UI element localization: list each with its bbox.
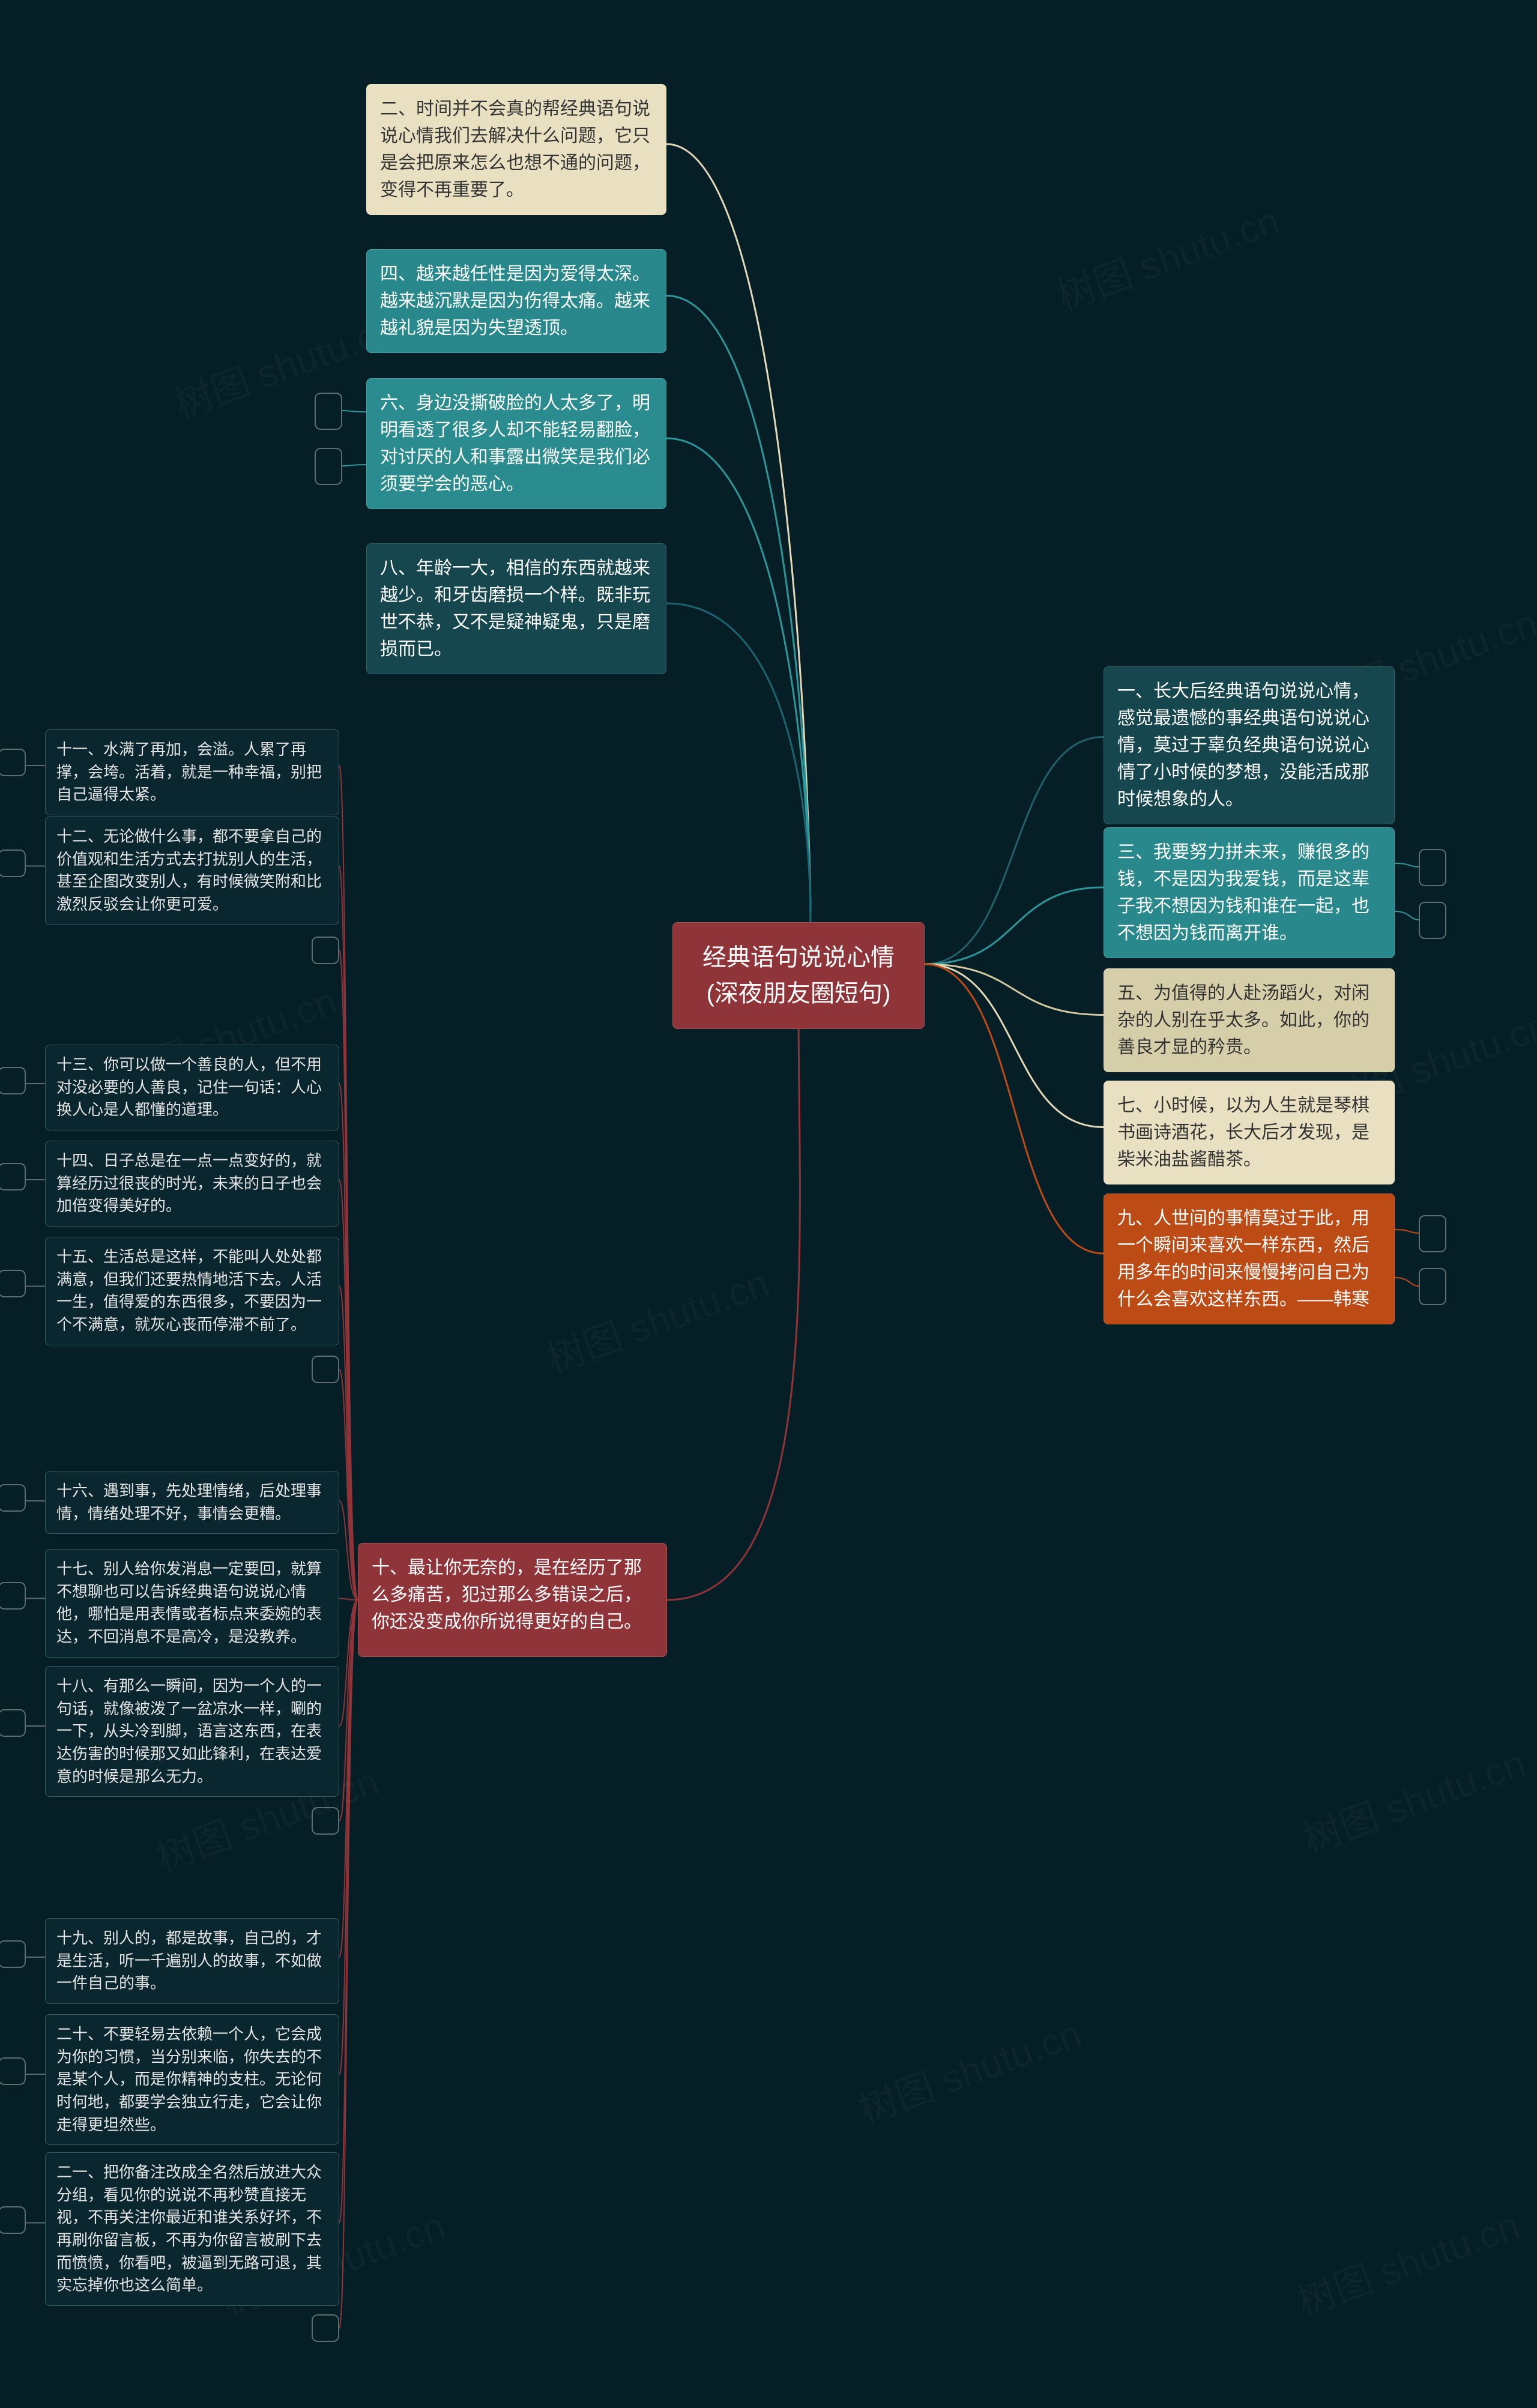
node-text: 十六、遇到事，先处理情绪，后处理事情，情绪处理不好，事情会更糟。: [56, 1482, 322, 1522]
mindmap-node[interactable]: 十八、有那么一瞬间，因为一个人的一句话，就像被泼了一盆凉水一样，唰的一下，从头冷…: [45, 1666, 339, 1797]
mindmap-node[interactable]: 十二、无论做什么事，都不要拿自己的价值观和生活方式去打扰别人的生活，甚至企图改变…: [45, 816, 339, 925]
node-text: 六、身边没撕破脸的人太多了，明明看透了很多人却不能轻易翻脸，对讨厌的人和事露出微…: [380, 393, 650, 494]
collapsed-stub[interactable]: [0, 1270, 26, 1297]
node-text: 十一、水满了再加，会溢。人累了再撑，会垮。活着，就是一种幸福，别把自己逼得太紧。: [56, 740, 322, 803]
collapsed-stub[interactable]: [1419, 849, 1446, 886]
node-text: 十三、你可以做一个善良的人，但不用对没必要的人善良，记住一句话：人心换人心是人都…: [56, 1055, 322, 1118]
mindmap-node[interactable]: 十六、遇到事，先处理情绪，后处理事情，情绪处理不好，事情会更糟。: [45, 1471, 339, 1534]
collapsed-stub[interactable]: [315, 448, 342, 485]
mindmap-node[interactable]: 十三、你可以做一个善良的人，但不用对没必要的人善良，记住一句话：人心换人心是人都…: [45, 1045, 339, 1130]
mindmap-node[interactable]: 十五、生活总是这样，不能叫人处处都满意，但我们还要热情地活下去。人活一生，值得爱…: [45, 1237, 339, 1345]
collapsed-stub[interactable]: [312, 937, 339, 964]
collapsed-stub[interactable]: [315, 393, 342, 430]
node-text: 经典语句说说心情(深夜朋友圈短句): [702, 944, 895, 1007]
node-text: 七、小时候，以为人生就是琴棋书画诗酒花，长大后才发现，是柴米油盐酱醋茶。: [1117, 1096, 1369, 1169]
mindmap-node[interactable]: 三、我要努力拼未来，赚很多的钱，不是因为我爱钱，而是这辈子我不想因为钱和谁在一起…: [1104, 827, 1395, 958]
watermark: 树图 shutu.cn: [850, 2003, 1088, 2134]
collapsed-stub[interactable]: [0, 749, 26, 776]
node-text: 八、年龄一大，相信的东西就越来越少。和牙齿磨损一个样。既非玩世不恭，又不是疑神疑…: [380, 558, 650, 659]
mindmap-node[interactable]: 一、长大后经典语句说说心情，感觉最遗憾的事经典语句说说心情，莫过于辜负经典语句说…: [1104, 666, 1395, 824]
mindmap-node[interactable]: 十、最让你无奈的，是在经历了那么多痛苦，犯过那么多错误之后，你还没变成你所说得更…: [358, 1543, 667, 1657]
mindmap-node[interactable]: 六、身边没撕破脸的人太多了，明明看透了很多人却不能轻易翻脸，对讨厌的人和事露出微…: [366, 378, 666, 509]
collapsed-stub[interactable]: [0, 849, 26, 877]
node-text: 二十、不要轻易去依赖一个人，它会成为你的习惯，当分别来临，你失去的不是某个人，而…: [56, 2025, 322, 2134]
mindmap-node[interactable]: 九、人世间的事情莫过于此，用一个瞬间来喜欢一样东西，然后用多年的时间来慢慢拷问自…: [1104, 1193, 1395, 1324]
collapsed-stub[interactable]: [0, 1940, 26, 1968]
collapsed-stub[interactable]: [1419, 1268, 1446, 1305]
node-text: 十九、别人的，都是故事，自己的，才是生活，听一千遍别人的故事，不如做一件自己的事…: [56, 1929, 322, 1992]
mindmap-node[interactable]: 二十、不要轻易去依赖一个人，它会成为你的习惯，当分别来临，你失去的不是某个人，而…: [45, 2014, 339, 2145]
collapsed-stub[interactable]: [312, 1807, 339, 1835]
watermark: 树图 shutu.cn: [1048, 190, 1286, 321]
node-text: 十八、有那么一瞬间，因为一个人的一句话，就像被泼了一盆凉水一样，唰的一下，从头冷…: [56, 1677, 322, 1785]
collapsed-stub[interactable]: [0, 1484, 26, 1512]
node-text: 二、时间并不会真的帮经典语句说说心情我们去解决什么问题，它只是会把原来怎么也想不…: [380, 99, 650, 200]
collapsed-stub[interactable]: [0, 2206, 26, 2234]
mindmap-node[interactable]: 二、时间并不会真的帮经典语句说说心情我们去解决什么问题，它只是会把原来怎么也想不…: [366, 84, 666, 215]
node-text: 十七、别人给你发消息一定要回，就算不想聊也可以告诉经典语句说说心情他，哪怕是用表…: [56, 1560, 322, 1646]
mindmap-node[interactable]: 十四、日子总是在一点一点变好的，就算经历过很丧的时光，未来的日子也会加倍变得美好…: [45, 1141, 339, 1227]
node-text: 十四、日子总是在一点一点变好的，就算经历过很丧的时光，未来的日子也会加倍变得美好…: [56, 1151, 322, 1215]
collapsed-stub[interactable]: [312, 2314, 339, 2342]
collapsed-stub[interactable]: [1419, 902, 1446, 939]
node-text: 九、人世间的事情莫过于此，用一个瞬间来喜欢一样东西，然后用多年的时间来慢慢拷问自…: [1117, 1209, 1369, 1309]
collapsed-stub[interactable]: [1419, 1215, 1446, 1252]
mindmap-node[interactable]: 四、越来越任性是因为爱得太深。越来越沉默是因为伤得太痛。越来越礼貌是因为失望透顶…: [366, 249, 666, 353]
collapsed-stub[interactable]: [0, 1163, 26, 1190]
node-text: 十二、无论做什么事，都不要拿自己的价值观和生活方式去打扰别人的生活，甚至企图改变…: [56, 827, 322, 913]
mindmap-node[interactable]: 五、为值得的人赴汤蹈火，对闲杂的人别在乎太多。如此，你的善良才显的矜贵。: [1104, 968, 1395, 1072]
collapsed-stub[interactable]: [312, 1356, 339, 1383]
mindmap-node[interactable]: 八、年龄一大，相信的东西就越来越少。和牙齿磨损一个样。既非玩世不恭，又不是疑神疑…: [366, 543, 666, 674]
mindmap-node[interactable]: 十七、别人给你发消息一定要回，就算不想聊也可以告诉经典语句说说心情他，哪怕是用表…: [45, 1549, 339, 1658]
watermark: 树图 shutu.cn: [538, 1252, 776, 1384]
mindmap-node[interactable]: 经典语句说说心情(深夜朋友圈短句): [672, 922, 925, 1029]
collapsed-stub[interactable]: [0, 1709, 26, 1737]
mindmap-node[interactable]: 十九、别人的，都是故事，自己的，才是生活，听一千遍别人的故事，不如做一件自己的事…: [45, 1918, 339, 2004]
node-text: 五、为值得的人赴汤蹈火，对闲杂的人别在乎太多。如此，你的善良才显的矜贵。: [1117, 983, 1369, 1057]
mindmap-node[interactable]: 十一、水满了再加，会溢。人累了再撑，会垮。活着，就是一种幸福，别把自己逼得太紧。: [45, 729, 339, 815]
node-text: 十、最让你无奈的，是在经历了那么多痛苦，犯过那么多错误之后，你还没变成你所说得更…: [372, 1558, 642, 1632]
mindmap-node[interactable]: 七、小时候，以为人生就是琴棋书画诗酒花，长大后才发现，是柴米油盐酱醋茶。: [1104, 1081, 1395, 1184]
collapsed-stub[interactable]: [0, 2057, 26, 2085]
collapsed-stub[interactable]: [0, 1582, 26, 1610]
node-text: 一、长大后经典语句说说心情，感觉最遗憾的事经典语句说说心情，莫过于辜负经典语句说…: [1117, 681, 1369, 809]
node-text: 二一、把你备注改成全名然后放进大众分组，看见你的说说不再秒赞直接无视，不再关注你…: [56, 2163, 322, 2294]
mindmap-node[interactable]: 二一、把你备注改成全名然后放进大众分组，看见你的说说不再秒赞直接无视，不再关注你…: [45, 2152, 339, 2306]
watermark: 树图 shutu.cn: [1288, 2195, 1526, 2326]
collapsed-stub[interactable]: [0, 1067, 26, 1094]
node-text: 十五、生活总是这样，不能叫人处处都满意，但我们还要热情地活下去。人活一生，值得爱…: [56, 1248, 322, 1333]
node-text: 三、我要努力拼未来，赚很多的钱，不是因为我爱钱，而是这辈子我不想因为钱和谁在一起…: [1117, 842, 1369, 943]
node-text: 四、越来越任性是因为爱得太深。越来越沉默是因为伤得太痛。越来越礼貌是因为失望透顶…: [380, 264, 650, 338]
watermark: 树图 shutu.cn: [1294, 1733, 1532, 1864]
